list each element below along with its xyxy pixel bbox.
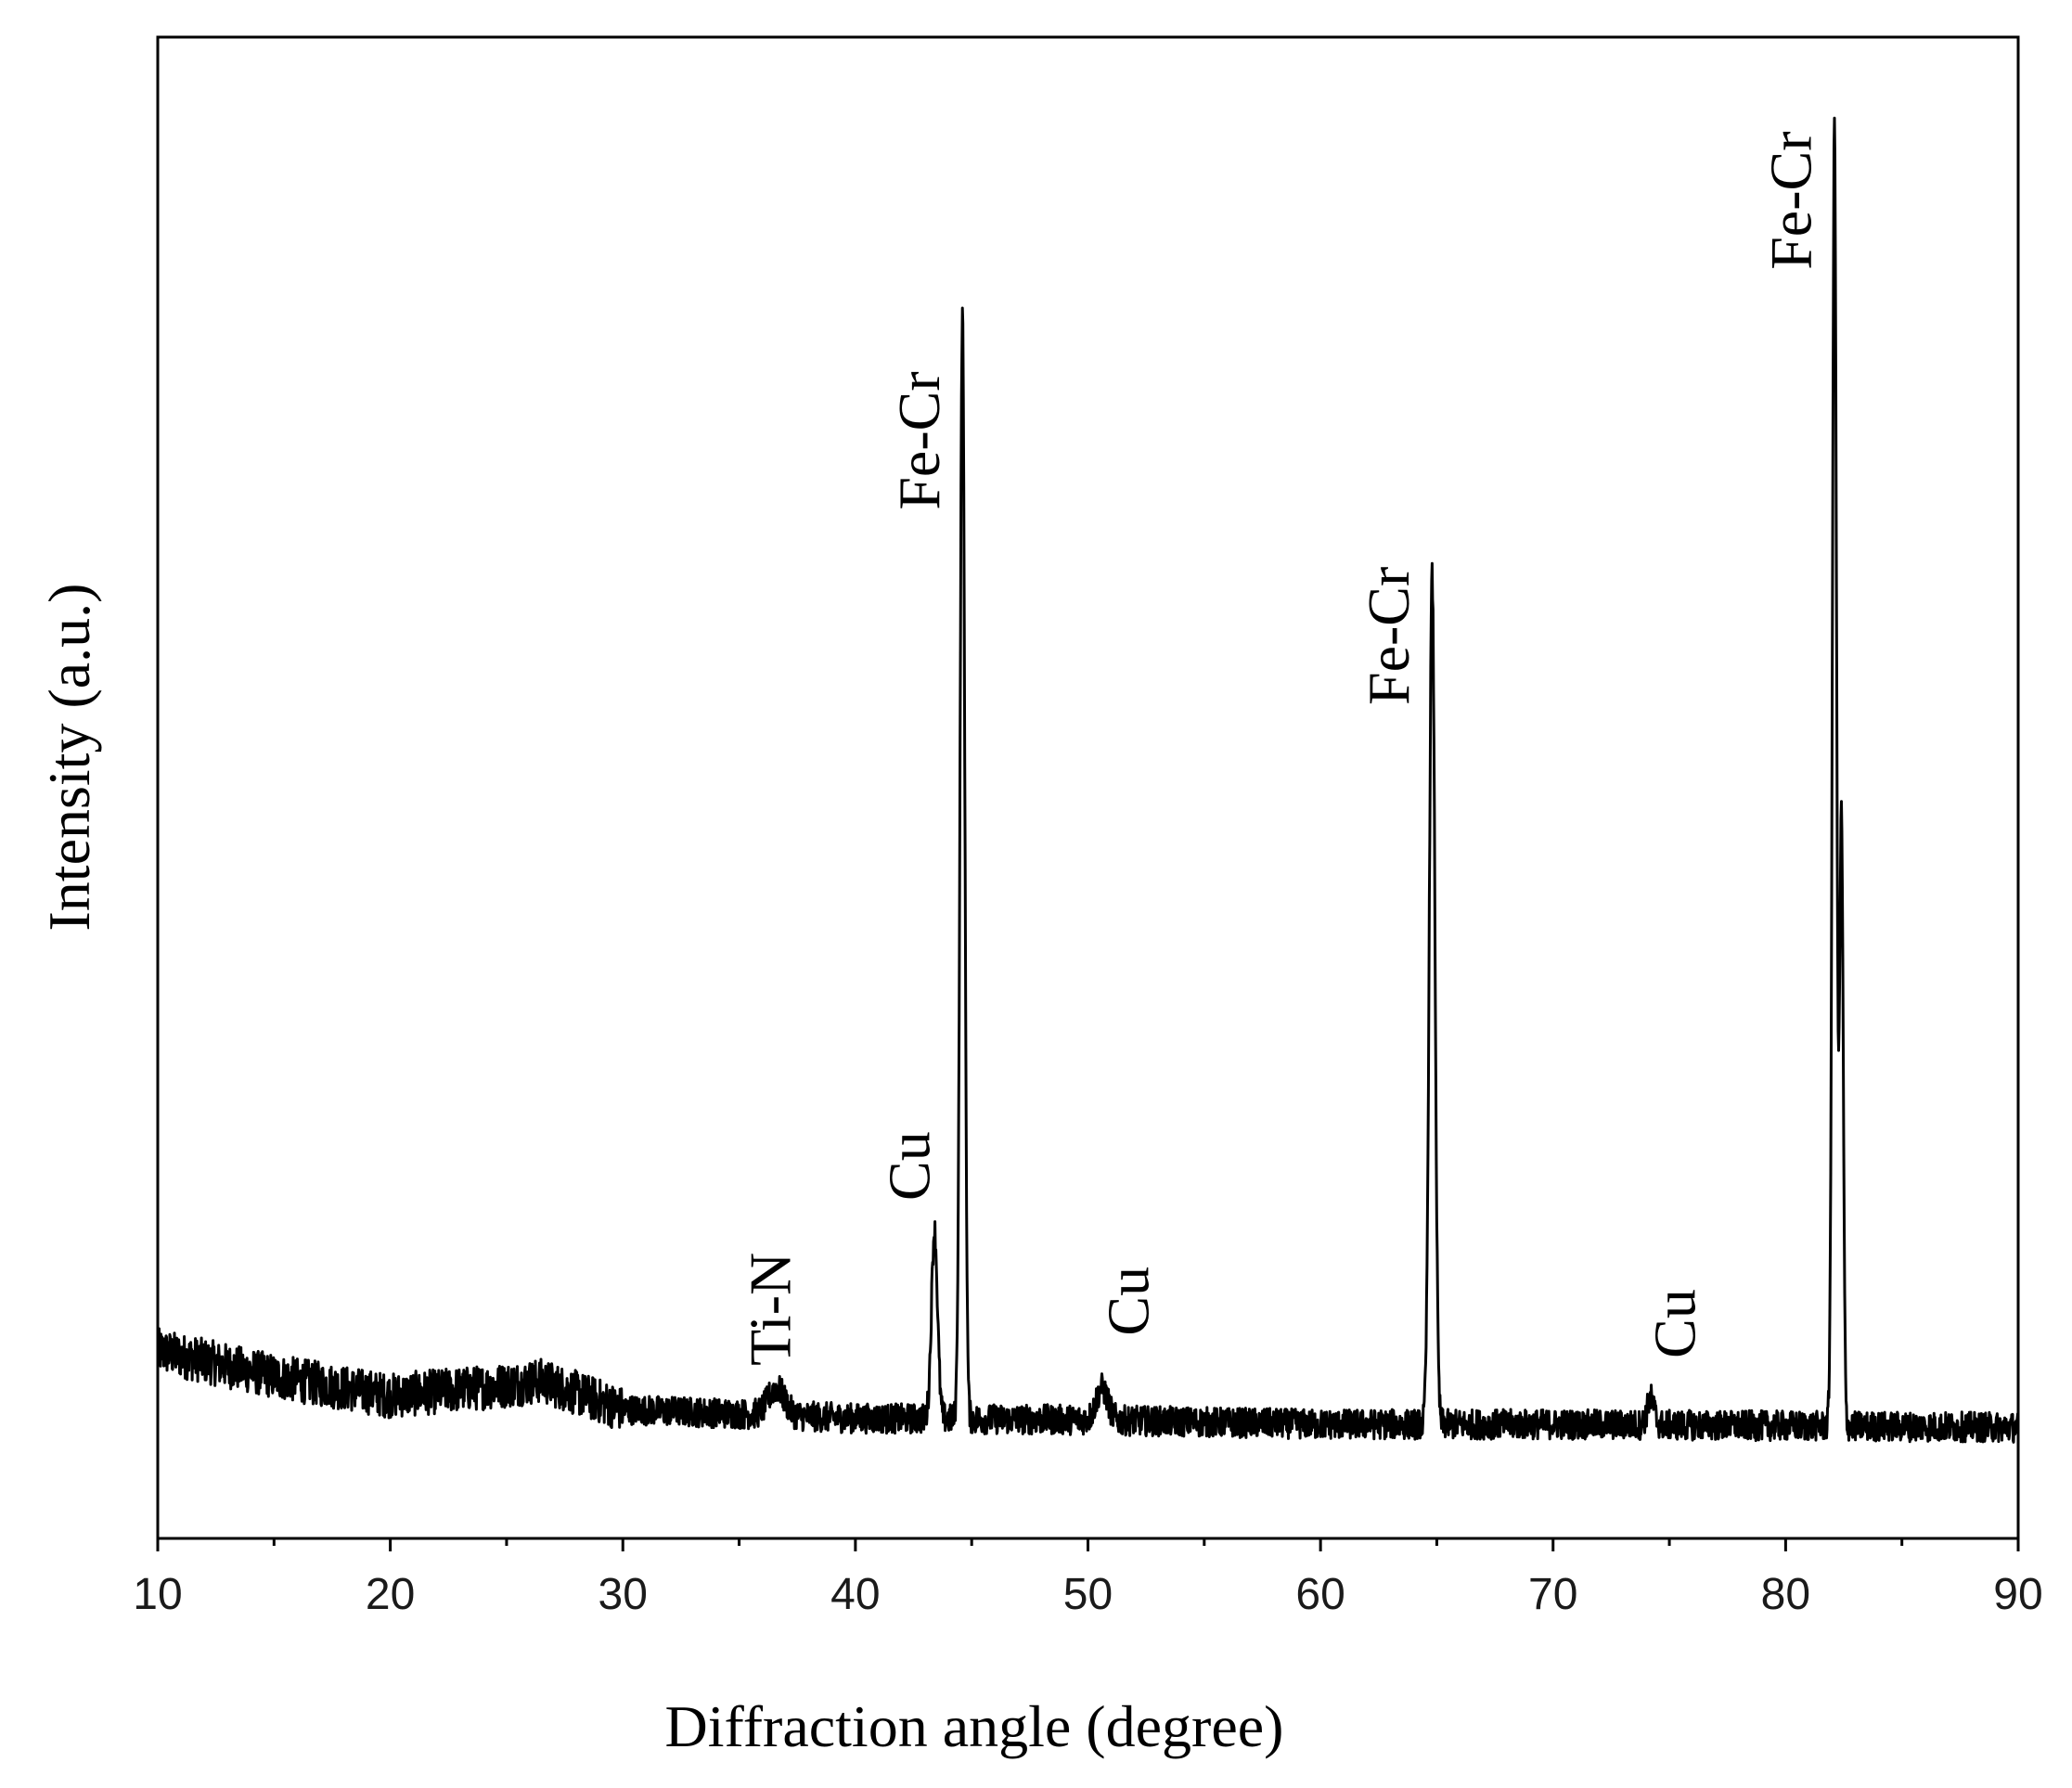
peak-label: Cu	[1095, 1267, 1161, 1336]
peak-label: Fe-Cr	[1356, 567, 1422, 705]
x-tick-label: 20	[366, 1570, 415, 1619]
x-tick-label: 60	[1295, 1570, 1345, 1619]
x-axis-tick-labels: 10 20 30 40 50 60 70 80 90	[133, 1570, 2042, 1619]
peak-annotations: Ti-N Cu Fe-Cr Cu Fe-Cr Cu Fe-Cr	[737, 131, 1823, 1365]
x-tick-label: 30	[598, 1570, 648, 1619]
x-tick-label: 50	[1063, 1570, 1113, 1619]
peak-label: Fe-Cr	[886, 371, 952, 509]
peak-label: Fe-Cr	[1758, 131, 1824, 269]
plot-frame	[156, 35, 2020, 1540]
x-tick-label: 80	[1761, 1570, 1810, 1619]
peak-label: Cu	[1641, 1289, 1707, 1358]
x-axis-ticks	[156, 1538, 2020, 1551]
peak-label: Cu	[877, 1131, 943, 1201]
x-tick-label: 70	[1528, 1570, 1577, 1619]
x-tick-label: 40	[830, 1570, 880, 1619]
x-tick-label: 10	[133, 1570, 182, 1619]
x-axis-title: Diffraction angle (degree)	[665, 1693, 1284, 1759]
diffraction-pattern-line	[156, 116, 2020, 1444]
y-axis-title: Intensity (a.u.)	[36, 584, 102, 932]
peak-label: Ti-N	[737, 1253, 803, 1366]
x-tick-label: 90	[1993, 1570, 2042, 1619]
